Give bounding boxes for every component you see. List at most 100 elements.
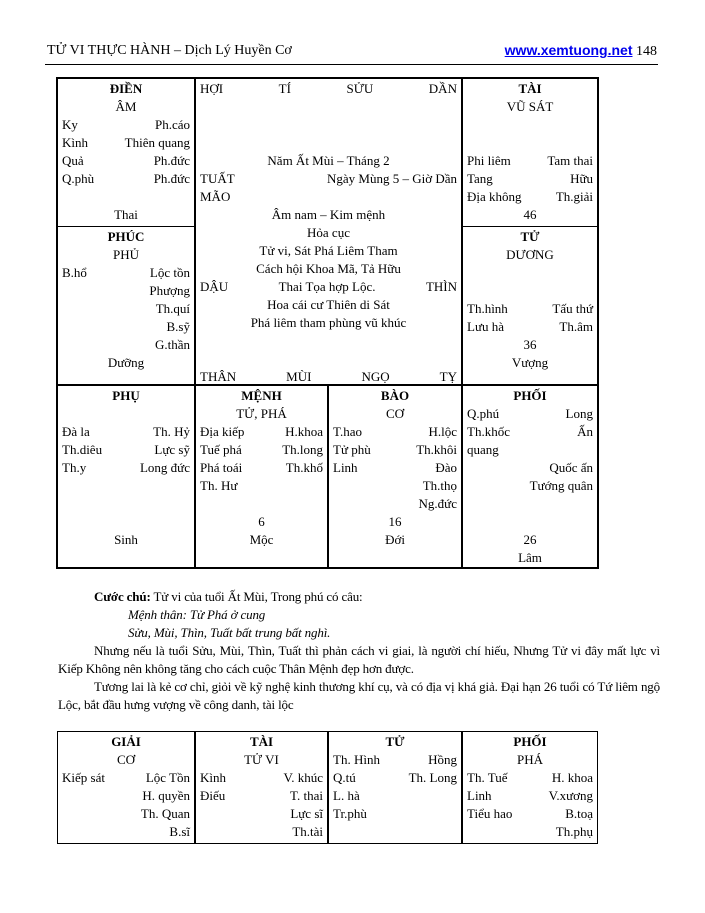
palace-name: TỬ — [385, 734, 405, 749]
star-center: Thai Tọa hợp Lộc. — [278, 279, 376, 294]
palace-text: Hỏa cục — [307, 225, 350, 240]
star-right: Th.quí — [155, 301, 190, 316]
branch-label: THÂN — [200, 369, 237, 384]
border-line — [56, 567, 599, 569]
star-right: Hồng — [428, 752, 457, 767]
palace-dien: ĐIỀN ÂM Ky Ph.cáo Kình Thiên quang Quả Ph.đức Q.… — [57, 78, 195, 227]
star-row: Th.diêu Lực sỹ — [62, 441, 190, 459]
palace-text: Suy — [467, 224, 593, 226]
website-link[interactable]: www.xemtuong.net — [504, 42, 633, 58]
star-right: Lực sỹ — [154, 442, 190, 457]
star-right: H. khoa — [551, 770, 593, 785]
star-right: Th. Long — [408, 770, 457, 785]
star-row: Đà la Th. Hỷ — [62, 423, 190, 441]
palace-name: BÀO — [380, 388, 410, 403]
star-row: Kình V. khúc — [200, 769, 323, 787]
star-row: H. quyền — [62, 787, 190, 805]
star-row: Th. Hư — [200, 477, 323, 495]
star-right: Phượng — [149, 283, 190, 298]
blank-line — [467, 282, 593, 300]
branch-label: TÍ — [278, 81, 291, 96]
star-right: Long — [565, 406, 593, 421]
star-right: V.xương — [548, 788, 593, 803]
star-right: Tướng quân — [529, 478, 593, 493]
palace-name: TỬ — [520, 229, 540, 244]
branch-label: MÙI — [286, 369, 312, 384]
blank-line — [467, 495, 593, 513]
palace-text: Âm nam – Kim mệnh — [271, 207, 386, 222]
star-left: Th.y — [62, 460, 87, 475]
blank-line — [62, 513, 190, 531]
star-right: Đào — [435, 460, 457, 475]
border-line — [194, 77, 196, 569]
star-row: B.hổ Lộc tồn — [62, 264, 190, 282]
palace-tu: TỬ DƯƠNG Th.hình Tấu thứ Lưu hà Th.âm 36 Vượng — [462, 226, 598, 386]
palace-text: Thai — [114, 207, 138, 222]
palace-tu2: TỬ Th. Hình Hồng Q.tú Th. Long L. hà Tr.phù — [328, 731, 462, 844]
star-row: Ky Ph.cáo — [62, 116, 190, 134]
palace-text: Mộc — [249, 532, 274, 547]
palace-name: PHÚC — [107, 229, 145, 244]
palace-text: 46 — [523, 207, 537, 222]
palace-tai2: TÀI TỬ VI Kình V. khúc Điếu T. thai Lực sĩ Th.t… — [195, 731, 328, 844]
palace-text: Lâm — [518, 550, 542, 565]
star-right: Th.khố — [285, 460, 323, 475]
star-row: quang — [467, 441, 593, 459]
blank-line — [200, 332, 457, 350]
star-right: Th.âm — [559, 319, 593, 334]
blank-line — [62, 188, 190, 206]
note-label: Cước chú: — [94, 589, 151, 604]
star-row: Tuế phá Th.long — [200, 441, 323, 459]
blank-line — [200, 350, 457, 368]
palace-text: 26 — [523, 532, 537, 547]
palace-text: 36 — [523, 337, 537, 352]
star-right: Th. Hỷ — [153, 424, 190, 439]
blank-line — [200, 116, 457, 134]
star-row: Linh Đào — [333, 459, 457, 477]
star-left: Địa kiếp — [200, 424, 245, 439]
star-row: Tang Hữu — [467, 170, 593, 188]
star-right: Lực sĩ — [290, 806, 323, 821]
star-right: Tam thai — [547, 153, 593, 168]
star-row: Quả Ph.đức — [62, 152, 190, 170]
star-row: Quốc ấn — [467, 459, 593, 477]
branch-label: NGỌ — [361, 369, 390, 384]
star-left: MÃO — [200, 189, 231, 204]
star-right: B.sỹ — [166, 319, 190, 334]
star-left: Th.khốc — [467, 424, 510, 439]
star-right: Ngày Mùng 5 – Giờ Dần — [327, 171, 457, 186]
blank-line — [62, 405, 190, 423]
star-row: Th.hình Tấu thứ — [467, 300, 593, 318]
star-row: Địa kiếp H.khoa — [200, 423, 323, 441]
border-line — [56, 384, 599, 386]
star-left: quang — [467, 442, 499, 457]
star-right: G.thần — [154, 337, 190, 352]
border-line — [56, 77, 58, 569]
star-row: Lực sĩ — [200, 805, 323, 823]
star-row: G.thần — [62, 336, 190, 354]
star-row: Tr.phù — [333, 805, 457, 823]
star-left: Điếu — [200, 788, 226, 803]
palace-giai: GIẢI CƠ Kiếp sát Lộc Tồn H. quyền Th. Quan B.s… — [57, 731, 195, 844]
star-right: THÌN — [425, 279, 457, 294]
star-row: Q.phú Long — [467, 405, 593, 423]
palace-text: CƠ — [385, 406, 405, 421]
star-right: Ng.đức — [418, 496, 457, 511]
star-row: Phá toái Th.khố — [200, 459, 323, 477]
star-right: B.sĩ — [169, 824, 190, 839]
star-row: MÃO — [200, 188, 457, 206]
star-row: Linh V.xương — [467, 787, 593, 805]
star-right: Th. Quan — [140, 806, 190, 821]
star-row: L. hà — [333, 787, 457, 805]
star-left: Tuế phá — [200, 442, 242, 457]
star-left: Tử phù — [333, 442, 371, 457]
star-right: Tấu thứ — [552, 301, 593, 316]
star-left: Q.tú — [333, 770, 356, 785]
palace-bao: BÀO CƠ T.hao H.lộc Tử phù Th.khôi Linh Đào Th.th… — [328, 385, 462, 568]
star-left: DẬU — [200, 279, 229, 294]
star-row: Th.thọ — [333, 477, 457, 495]
branch-labels: THÂN MÙI NGỌ TỴ — [200, 368, 457, 385]
palace-name: GIẢI — [111, 734, 141, 749]
page-number: 148 — [636, 44, 657, 59]
branch-label: SỬU — [346, 81, 374, 96]
